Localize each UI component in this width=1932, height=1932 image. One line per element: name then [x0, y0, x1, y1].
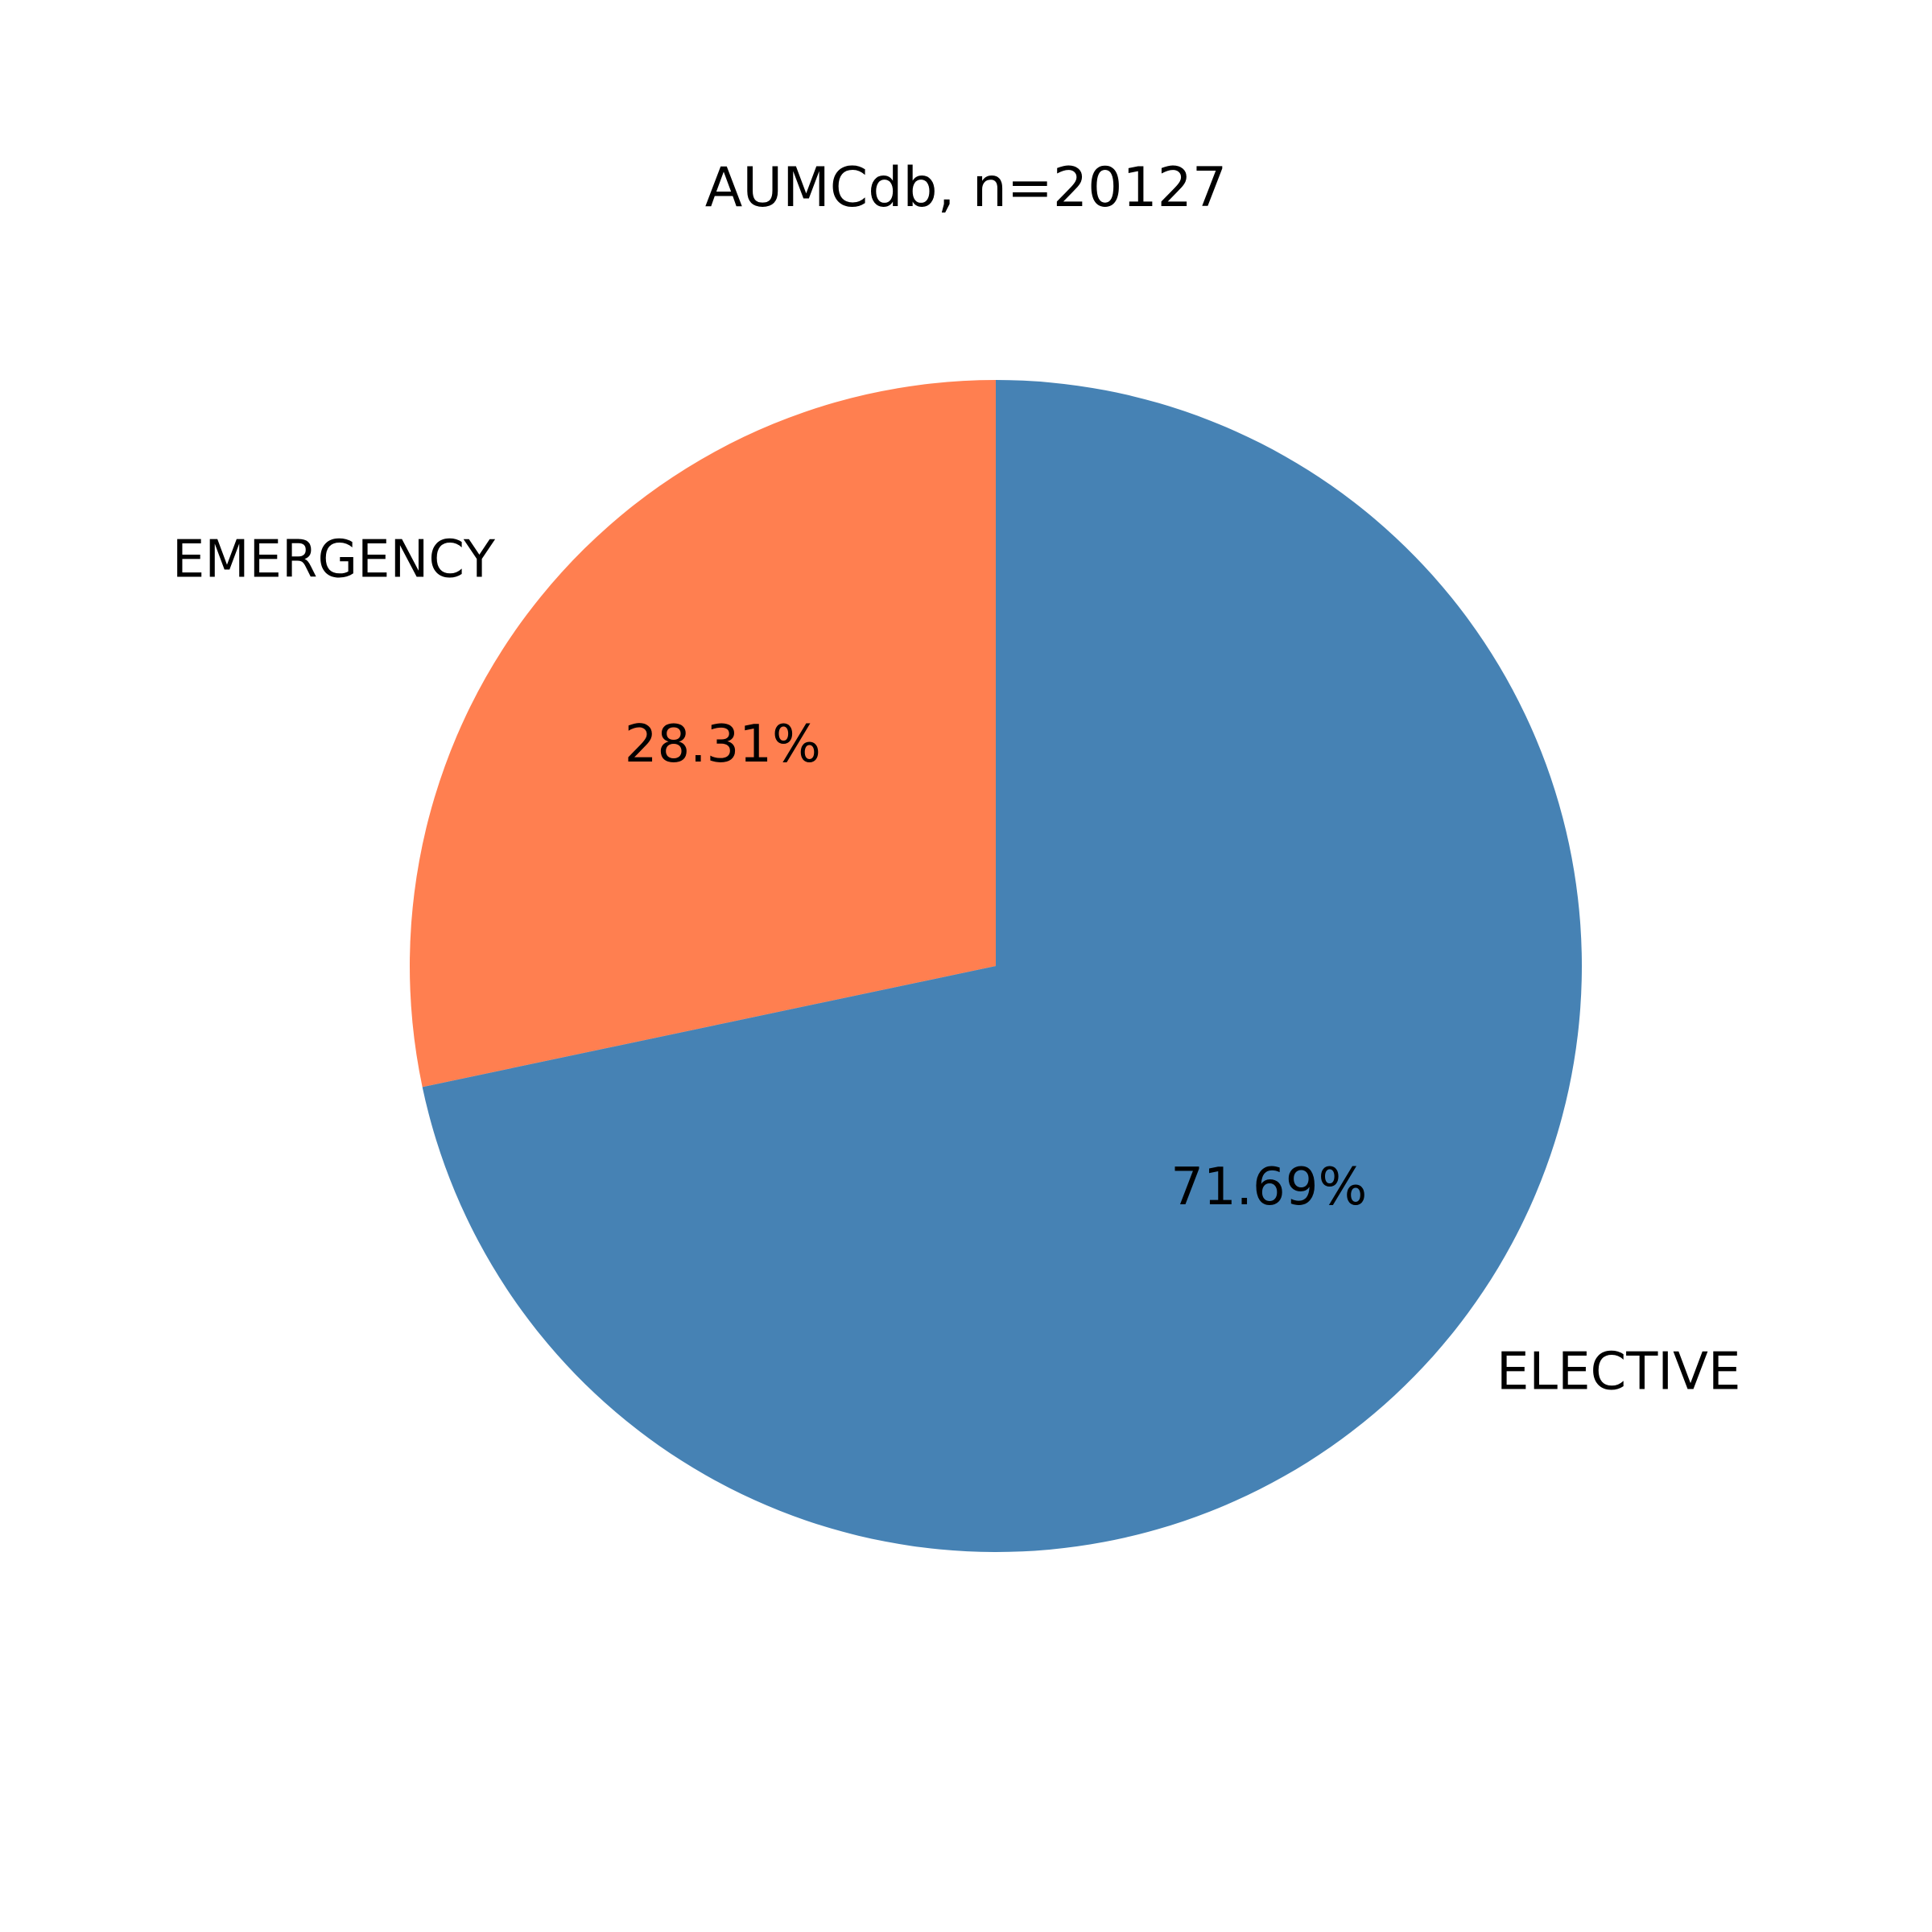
pie-category-label-elective: ELECTIVE	[1496, 1342, 1740, 1402]
pie-pct-label-emergency: 28.31%	[625, 715, 821, 774]
pie-slice-elective	[422, 380, 1582, 1552]
chart-title: AUMCdb, n=20127	[704, 156, 1228, 220]
pie-slice-emergency	[409, 380, 997, 1088]
pie-pct-label-elective: 71.69%	[1170, 1158, 1367, 1217]
pie-category-label-emergency: EMERGENCY	[172, 530, 496, 590]
